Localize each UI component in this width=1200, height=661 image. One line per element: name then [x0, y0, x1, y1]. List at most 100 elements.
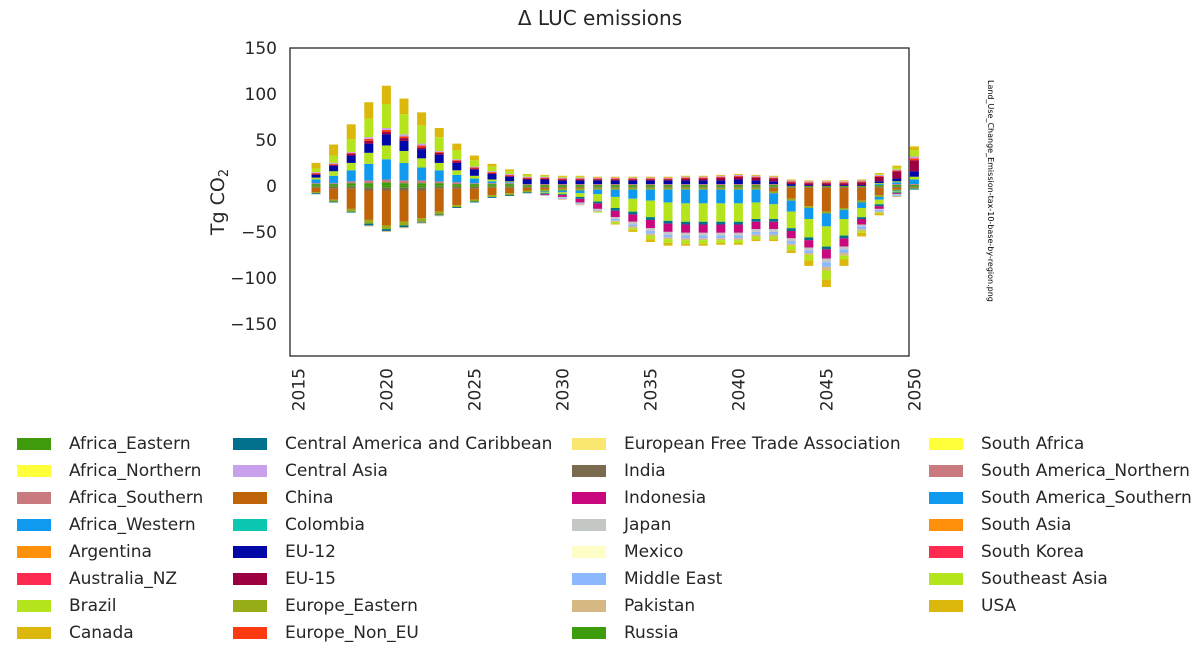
bar-india-2046-neg: [839, 186, 849, 188]
bar-india-2047-neg: [857, 186, 867, 188]
bar-eu-12-2020: [381, 134, 391, 146]
bar-brazil-2016: [311, 177, 321, 180]
legend-swatch: [17, 546, 51, 558]
bar-southeast-asia-2023: [434, 137, 444, 151]
legend-label: Mexico: [624, 542, 684, 562]
bar-eu-12-2019: [364, 143, 374, 153]
bar-central-america-and-caribbean-2030-neg: [557, 194, 567, 196]
bar-central-america-and-caribbean-2045-neg: [821, 246, 831, 250]
legend-label: South America_Southern: [981, 488, 1192, 508]
bar-south-america-southern-2026: [487, 181, 497, 184]
bar-central-asia-2028: [522, 176, 532, 178]
legend-swatch: [233, 519, 267, 531]
bar-central-america-and-caribbean-2034-neg: [628, 211, 638, 215]
legend-label: USA: [981, 596, 1017, 616]
bar-europe-non-eu-2038: [698, 177, 708, 179]
bar-central-asia-2031: [575, 177, 585, 179]
bar-south-america-southern-2049: [892, 182, 902, 185]
bar-africa-eastern-2021: [399, 183, 409, 186]
bar-africa-eastern-2038: [698, 184, 708, 186]
bar-brazil-2033-neg: [610, 221, 620, 224]
legend-swatch: [929, 492, 963, 504]
bar-indonesia-2029-neg: [540, 194, 550, 196]
bar-china-2028-neg: [522, 187, 532, 191]
legend-item-indonesia: Indonesia: [572, 488, 706, 508]
bar-japan-2036-neg: [663, 231, 673, 235]
bar-china-2042-neg: [769, 187, 779, 192]
x-tick-label: 2050: [905, 368, 925, 411]
bar-africa-eastern-2019-neg: [364, 185, 374, 188]
bar-south-america-southern-2044-neg: [804, 207, 814, 220]
bar-central-asia-2027: [505, 173, 515, 175]
bar-eu-15-2047: [857, 182, 867, 185]
bar-usa-2038-neg: [698, 243, 708, 246]
bar-eu-15-2023: [434, 152, 444, 155]
bar-brazil-2043-neg: [786, 245, 796, 251]
bar-africa-eastern-2046-neg: [839, 185, 849, 187]
legend-swatch: [233, 627, 267, 639]
bar-brazil-2034-neg: [628, 228, 638, 231]
legend-item-middle-east: Middle East: [572, 569, 722, 589]
bar-africa-eastern-2024: [452, 184, 462, 186]
bar-eu-15-2019: [364, 140, 374, 144]
bar-southeast-asia-2029-neg: [540, 192, 550, 194]
bar-brazil-2022: [417, 158, 427, 168]
bar-southeast-asia-2035-neg: [645, 200, 655, 218]
bar-central-america-and-caribbean-2024-neg: [452, 207, 462, 208]
bar-africa-southern-2025: [469, 183, 479, 185]
bar-africa-eastern-2041: [751, 184, 761, 186]
bar-india-2016-neg: [311, 186, 321, 188]
y-tick-label: 50: [255, 131, 277, 151]
bar-usa-2049: [892, 165, 902, 168]
legend-label: Japan: [624, 515, 672, 535]
bar-usa-2033: [610, 176, 620, 178]
legend-swatch: [929, 519, 963, 531]
legend-swatch: [233, 465, 267, 477]
bar-brazil-2018: [346, 162, 356, 171]
bar-south-america-southern-2031-neg: [575, 190, 585, 194]
bar-europe-eastern-2027-neg: [505, 193, 515, 196]
bar-indonesia-2040-neg: [733, 224, 743, 233]
bar-eu-15-2024: [452, 161, 462, 163]
bar-south-america-southern-2019: [364, 163, 374, 181]
bar-africa-eastern-2027: [505, 184, 515, 186]
bar-pakistan-2035-neg: [645, 233, 655, 236]
bar-central-asia-2024: [452, 159, 462, 161]
bar-africa-eastern-2016-neg: [311, 185, 321, 187]
bar-central-america-and-caribbean-2016-neg: [311, 193, 321, 195]
bar-southeast-asia-2032-neg: [593, 194, 603, 202]
bar-europe-non-eu-2031: [575, 178, 585, 180]
legend-swatch: [572, 573, 606, 585]
bar-eu-12-2049: [892, 178, 902, 182]
legend-swatch: [17, 519, 51, 531]
bar-india-2020-neg: [381, 187, 391, 191]
bar-eu-12-2047: [857, 184, 867, 186]
bar-europe-eastern-2041-neg: [751, 187, 761, 190]
bar-south-america-southern-2042-neg: [769, 193, 779, 205]
legend-swatch: [572, 465, 606, 477]
bar-usa-2034-neg: [628, 230, 638, 232]
bar-central-asia-2025: [469, 166, 479, 168]
legend-label: Europe_Non_EU: [285, 623, 419, 643]
bar-eu-15-2028: [522, 178, 532, 180]
bar-eu-12-2036: [663, 180, 673, 185]
legend-item-pakistan: Pakistan: [572, 596, 695, 616]
bar-india-2037-neg: [681, 186, 691, 188]
bar-pakistan-2033-neg: [610, 220, 620, 222]
bar-india-2031-neg: [575, 186, 585, 188]
bar-japan-2031-neg: [575, 202, 585, 204]
bar-eu-12-2038: [698, 180, 708, 185]
bar-africa-eastern-2030: [557, 184, 567, 186]
bar-central-asia-2019: [364, 137, 374, 140]
bar-eu-12-2023: [434, 154, 444, 163]
bar-pakistan-2038-neg: [698, 238, 708, 241]
bar-africa-eastern-2036-neg: [663, 185, 673, 187]
bar-europe-non-eu-2021: [399, 136, 409, 139]
bar-africa-eastern-2016: [311, 184, 321, 186]
bar-africa-eastern-2036: [663, 184, 673, 186]
x-tick-label: 2040: [729, 368, 749, 411]
bar-central-asia-2026: [487, 171, 497, 173]
bar-eu-12-2029: [540, 179, 550, 185]
bar-africa-eastern-2022-neg: [417, 185, 427, 188]
legend-label: Central America and Caribbean: [285, 434, 553, 454]
